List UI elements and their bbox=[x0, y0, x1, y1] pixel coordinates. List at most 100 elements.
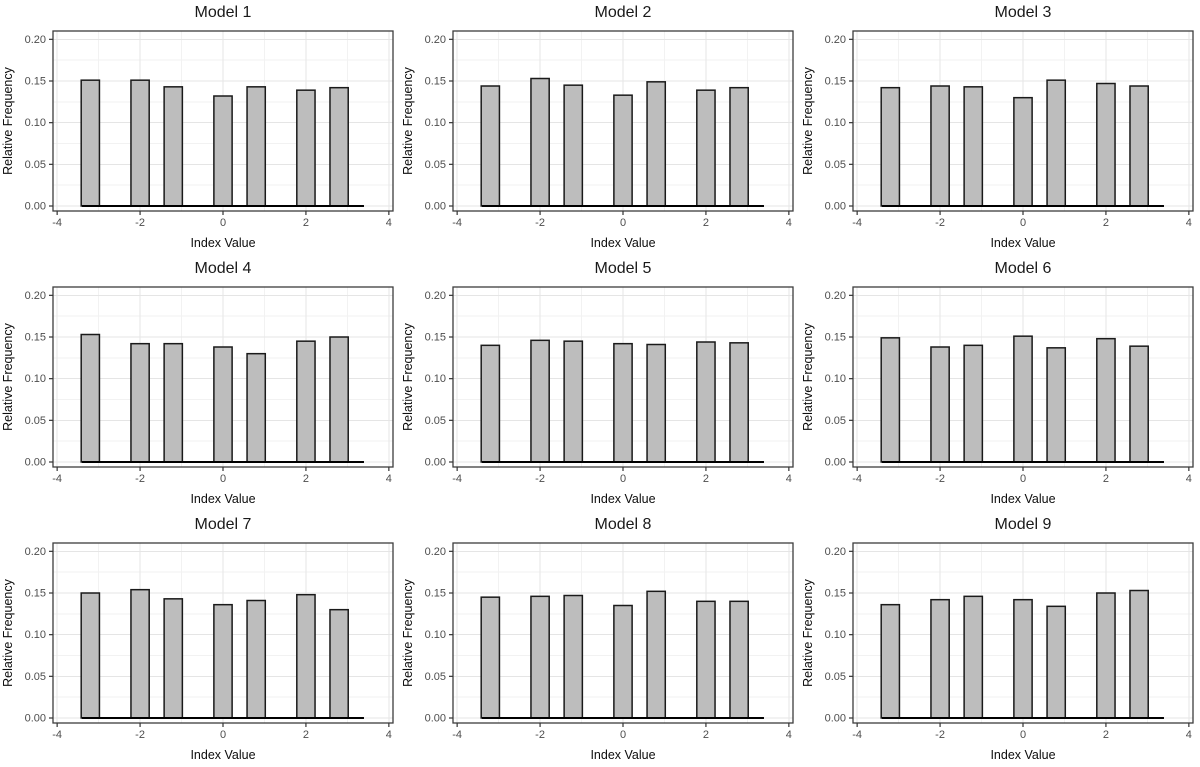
x-tick-label: 2 bbox=[703, 473, 709, 485]
chart-svg: -4 -2 0 2 4 0.00 0.05 0.10 0.15 0.20 Index Value Re… bbox=[1, 30, 394, 250]
x-tick-label: -4 bbox=[52, 729, 62, 741]
y-tick-label: 0.20 bbox=[825, 290, 846, 302]
histogram-bar bbox=[329, 86, 349, 207]
chart-title: Model 2 bbox=[594, 4, 652, 21]
y-axis-title: Relative Frequency bbox=[401, 66, 415, 174]
histogram-bar bbox=[880, 337, 901, 463]
x-axis-title: Index Value bbox=[590, 748, 655, 762]
histogram-bar bbox=[696, 341, 716, 463]
chart-plot: -4 -2 0 2 4 0.00 0.05 0.10 0.15 0.20 Index Value Re… bbox=[800, 256, 1200, 512]
y-tick-label: 0.05 bbox=[425, 159, 446, 171]
histogram-bar bbox=[563, 84, 584, 207]
histogram-bar bbox=[1046, 79, 1067, 207]
x-axis-title: Index Value bbox=[990, 236, 1055, 250]
y-axis-title: Relative Frequency bbox=[801, 66, 815, 174]
y-tick-label: 0.20 bbox=[425, 546, 446, 558]
x-tick-label: -4 bbox=[852, 473, 862, 485]
x-tick-label: 4 bbox=[386, 473, 392, 485]
histogram-bar bbox=[613, 604, 633, 719]
facet-model-2: Model 2 -4 -2 0 2 4 0.00 0.05 0.10 0.15 0.20 Index… bbox=[400, 0, 800, 256]
histogram-bar bbox=[80, 592, 101, 719]
y-tick-label: 0.05 bbox=[825, 671, 846, 683]
x-tick-label: 0 bbox=[1020, 729, 1026, 741]
y-tick-label: 0.10 bbox=[25, 629, 46, 641]
x-tick-label: -4 bbox=[452, 217, 462, 229]
facet-model-9: Model 9 -4 -2 0 2 4 0.00 0.05 0.10 0.15 0.20 Index… bbox=[800, 512, 1200, 767]
x-tick-label: -2 bbox=[935, 473, 945, 485]
histogram-bar bbox=[613, 342, 633, 463]
histogram-bar bbox=[246, 352, 267, 463]
histogram-bar bbox=[213, 603, 233, 719]
x-tick-label: -2 bbox=[935, 729, 945, 741]
y-tick-label: 0.10 bbox=[825, 373, 846, 385]
y-tick-label: 0.00 bbox=[825, 457, 846, 469]
x-tick-label: 4 bbox=[786, 729, 792, 741]
histogram-bar bbox=[696, 89, 716, 207]
histogram-bar bbox=[930, 598, 950, 719]
facet-model-5: Model 5 -4 -2 0 2 4 0.00 0.05 0.10 0.15 0.20 Index… bbox=[400, 256, 800, 512]
x-tick-label: 4 bbox=[386, 729, 392, 741]
histogram-bar bbox=[296, 593, 316, 719]
histogram-bar bbox=[130, 342, 150, 463]
y-tick-label: 0.10 bbox=[425, 117, 446, 129]
x-tick-label: -2 bbox=[135, 729, 145, 741]
chart-title: Model 3 bbox=[994, 4, 1052, 21]
histogram-bar bbox=[646, 81, 667, 207]
x-axis-title: Index Value bbox=[590, 492, 655, 506]
x-tick-label: -4 bbox=[852, 729, 862, 741]
histogram-bar bbox=[1129, 85, 1149, 207]
y-tick-label: 0.00 bbox=[825, 713, 846, 725]
y-tick-label: 0.20 bbox=[825, 546, 846, 558]
x-tick-label: -2 bbox=[535, 217, 545, 229]
x-tick-label: 2 bbox=[303, 729, 309, 741]
chart-title: Model 5 bbox=[594, 260, 652, 277]
histogram-bar bbox=[1129, 589, 1149, 719]
histogram-bar bbox=[163, 342, 184, 463]
chart-plot: -4 -2 0 2 4 0.00 0.05 0.10 0.15 0.20 Index Value Re… bbox=[0, 256, 400, 512]
histogram-bar bbox=[963, 86, 984, 207]
histogram-bar bbox=[646, 590, 667, 719]
x-axis-title: Index Value bbox=[990, 748, 1055, 762]
y-tick-label: 0.00 bbox=[25, 201, 46, 213]
histogram-bar bbox=[1013, 96, 1033, 207]
histogram-bar bbox=[329, 336, 349, 463]
y-axis-title: Relative Frequency bbox=[801, 578, 815, 686]
x-axis-title: Index Value bbox=[590, 236, 655, 250]
chart-plot: -4 -2 0 2 4 0.00 0.05 0.10 0.15 0.20 Index Value Re… bbox=[800, 0, 1200, 256]
histogram-bar bbox=[646, 343, 667, 463]
x-axis-title: Index Value bbox=[190, 748, 255, 762]
chart-title: Model 7 bbox=[194, 516, 252, 533]
x-tick-label: -2 bbox=[535, 729, 545, 741]
x-axis-title: Index Value bbox=[190, 492, 255, 506]
histogram-bar bbox=[930, 346, 950, 463]
x-tick-label: -2 bbox=[135, 473, 145, 485]
histogram-bar bbox=[1096, 82, 1116, 207]
x-tick-label: -4 bbox=[52, 473, 62, 485]
histogram-bar bbox=[880, 603, 901, 719]
chart-svg: -4 -2 0 2 4 0.00 0.05 0.10 0.15 0.20 Index Value Re… bbox=[401, 30, 794, 250]
y-tick-label: 0.10 bbox=[825, 117, 846, 129]
histogram-bar bbox=[530, 77, 550, 207]
y-tick-label: 0.15 bbox=[425, 76, 446, 88]
histogram-bar bbox=[530, 595, 550, 719]
histogram-bar bbox=[480, 596, 501, 719]
histogram-bar bbox=[480, 344, 501, 463]
x-tick-label: 4 bbox=[1186, 473, 1192, 485]
chart-title: Model 1 bbox=[194, 4, 252, 21]
x-tick-label: 2 bbox=[703, 217, 709, 229]
histogram-bar bbox=[329, 608, 349, 719]
y-tick-label: 0.05 bbox=[825, 159, 846, 171]
histogram-bar bbox=[246, 86, 267, 207]
y-tick-label: 0.20 bbox=[25, 34, 46, 46]
y-tick-label: 0.10 bbox=[425, 373, 446, 385]
x-tick-label: 4 bbox=[786, 473, 792, 485]
histogram-bar bbox=[880, 86, 901, 207]
histogram-bar bbox=[1013, 598, 1033, 719]
histogram-bar bbox=[1046, 605, 1067, 719]
chart-svg: -4 -2 0 2 4 0.00 0.05 0.10 0.15 0.20 Index Value Re… bbox=[801, 542, 1194, 762]
x-tick-label: 2 bbox=[303, 217, 309, 229]
chart-plot: -4 -2 0 2 4 0.00 0.05 0.10 0.15 0.20 Index Value Re… bbox=[800, 512, 1200, 767]
y-tick-label: 0.00 bbox=[25, 457, 46, 469]
histogram-bar bbox=[613, 94, 633, 207]
